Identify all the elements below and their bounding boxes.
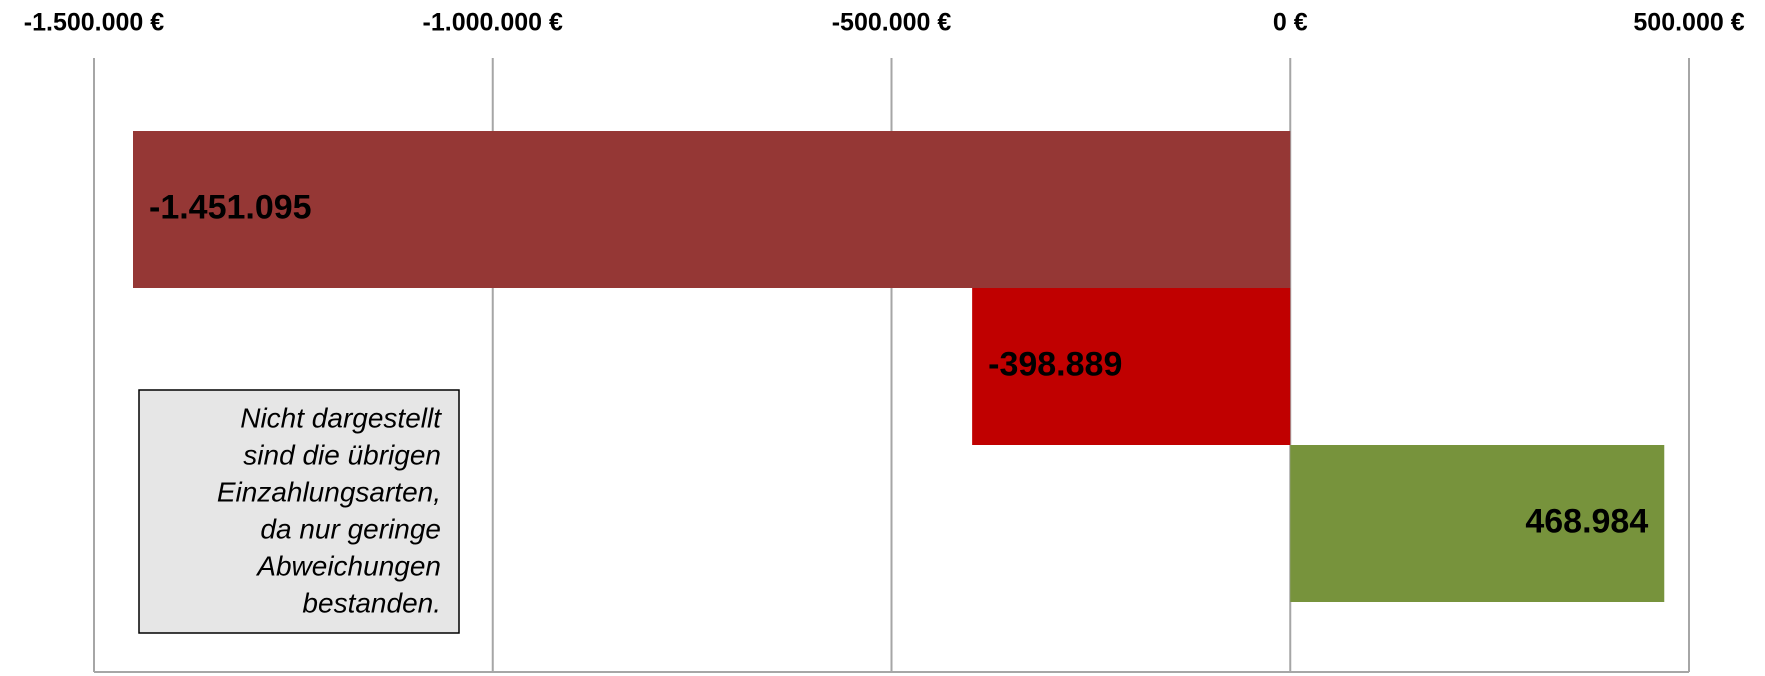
x-tick-label: -1.500.000 € xyxy=(24,9,164,37)
bar xyxy=(133,131,1291,288)
annotation-text: Abweichungen xyxy=(255,550,441,581)
x-tick-label: 500.000 € xyxy=(1633,9,1744,37)
annotation-text: Nicht dargestellt xyxy=(240,402,442,433)
annotation-box xyxy=(138,389,460,634)
bar xyxy=(1290,445,1665,602)
x-tick-label: -500.000 € xyxy=(832,9,952,37)
x-tick-label: 0 € xyxy=(1273,9,1308,37)
data-label: -1.451.095 xyxy=(149,188,312,226)
bar xyxy=(972,288,1291,445)
data-label: 468.984 xyxy=(1525,502,1648,540)
annotation-text: bestanden. xyxy=(302,587,441,618)
annotation-text: sind die übrigen xyxy=(243,439,441,470)
data-label: -398.889 xyxy=(988,345,1122,383)
annotation-text: da nur geringe xyxy=(260,513,441,544)
x-tick-label: -1.000.000 € xyxy=(423,9,563,37)
annotation-text: Einzahlungsarten, xyxy=(217,476,441,507)
